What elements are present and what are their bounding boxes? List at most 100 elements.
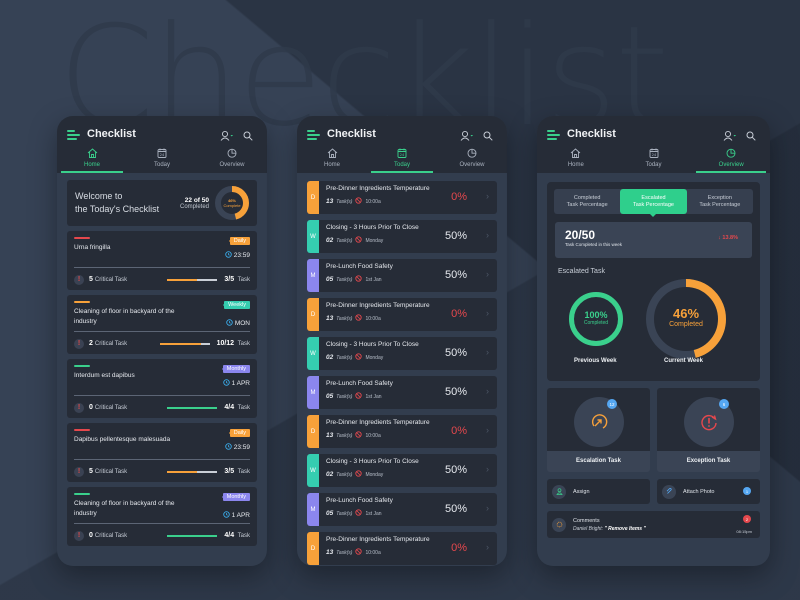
menu-icon[interactable]	[67, 129, 80, 140]
priority-accent	[74, 365, 90, 367]
chevron-right-icon[interactable]: ›	[486, 230, 489, 240]
tab-home[interactable]: Home	[297, 148, 367, 173]
task-list-item[interactable]: D Pre-Dinner Ingredients Temperature 13 T…	[307, 415, 497, 448]
assign-button[interactable]: Assign	[547, 479, 650, 504]
checklist-card[interactable]: Cleaning of floor in backyard of the ind…	[67, 295, 257, 354]
tab-bar: Home 24 Today Overview	[57, 148, 267, 173]
task-percent: 50%	[444, 386, 467, 398]
due-time: 1 APR	[222, 379, 250, 388]
task-count: 05	[326, 393, 334, 400]
tab-today[interactable]: 24 Today	[127, 148, 197, 173]
svg-text:24: 24	[651, 153, 656, 157]
task-list-item[interactable]: D Pre-Dinner Ingredients Temperature 13 T…	[307, 298, 497, 331]
schedule-time: Monday	[365, 471, 384, 478]
frequency-badge: Weekly	[223, 301, 250, 309]
chevron-right-icon[interactable]: ›	[486, 269, 489, 279]
checklist-card[interactable]: Cleaning of floor in backyard of the ind…	[67, 487, 257, 546]
arrow-down-icon: ↓	[718, 235, 721, 241]
user-switch-icon[interactable]	[723, 128, 737, 146]
svg-text:24: 24	[160, 153, 165, 157]
task-count: 10/12 Task	[216, 340, 250, 347]
weekly-stat: 20/50 Task Completed in this week ↓ 13.8…	[555, 222, 752, 258]
chevron-right-icon[interactable]: ›	[486, 191, 489, 201]
task-list-item[interactable]: M Pre-Lunch Food Safety 05 Task(s) 1st Ja…	[307, 259, 497, 292]
exception-task-tile[interactable]: 6 Exception Task	[657, 388, 760, 472]
completed-count: 22 of 50	[184, 196, 209, 204]
checklist-card[interactable]: Urna fringilla Daily 23:59 ! 5 Critical …	[67, 231, 257, 290]
tab-label: Today	[645, 162, 662, 168]
home-icon	[327, 148, 338, 162]
frequency-tag: W	[307, 220, 319, 253]
comment-icon	[552, 517, 566, 532]
previous-week-ring: 100% Completed	[569, 292, 623, 346]
task-list-item[interactable]: D Pre-Dinner Ingredients Temperature 13 T…	[307, 181, 497, 214]
chevron-right-icon[interactable]: ›	[486, 542, 489, 552]
task-list-item[interactable]: W Closing - 3 Hours Prior To Close 02 Tas…	[307, 337, 497, 370]
tab-label: Overview	[459, 162, 485, 168]
chevron-right-icon[interactable]: ›	[486, 386, 489, 396]
tab-overview[interactable]: Overview	[692, 148, 770, 173]
pie-chart-icon	[227, 148, 237, 162]
chevron-right-icon[interactable]: ›	[486, 308, 489, 318]
card-title: Dapibus pellentesque malesuada	[74, 436, 171, 443]
priority-accent	[74, 237, 90, 239]
critical-count: 0	[89, 532, 93, 539]
task-list-item[interactable]: W Closing - 3 Hours Prior To Close 02 Tas…	[307, 220, 497, 253]
tab-label: Overview	[718, 162, 744, 168]
task-count: 02	[326, 471, 334, 478]
schedule-icon	[355, 197, 363, 206]
task-list-item[interactable]: D Pre-Dinner Ingredients Temperature 13 T…	[307, 532, 497, 565]
task-percent: 50%	[444, 230, 467, 242]
chevron-right-icon[interactable]: ›	[486, 503, 489, 513]
task-count: 02	[326, 237, 334, 244]
app-header: Checklist Home 24 Today Overview	[57, 116, 267, 173]
segment-completed[interactable]: Completed Task Percentage	[566, 194, 608, 208]
comments-row[interactable]: Comments Daniel Bright: " Remove Items "…	[547, 511, 760, 538]
divider	[74, 267, 250, 268]
task-list-item[interactable]: M Pre-Lunch Food Safety 05 Task(s) 1st Ja…	[307, 493, 497, 526]
schedule-time: 10:00a	[365, 549, 381, 556]
tab-overview[interactable]: Overview	[437, 148, 507, 173]
count-badge: 6	[719, 399, 729, 409]
segment-escalated[interactable]: Escalated Task Percentage	[620, 189, 687, 217]
task-percent: 50%	[444, 503, 467, 515]
search-icon[interactable]	[243, 128, 253, 146]
divider	[74, 331, 250, 332]
count-badge: 1	[743, 487, 751, 495]
task-name: Pre-Lunch Food Safety	[326, 263, 393, 270]
task-count: 13	[326, 198, 334, 205]
segmented-control: Completed Task Percentage Escalated Task Pe…	[554, 189, 753, 217]
progress-bar	[167, 278, 218, 281]
escalation-task-tile[interactable]: 12 Escalation Task	[547, 388, 650, 472]
tab-home[interactable]: Home	[537, 148, 615, 173]
attach-photo-button[interactable]: Attach Photo 1	[657, 479, 760, 504]
chevron-right-icon[interactable]: ›	[486, 425, 489, 435]
user-switch-icon[interactable]	[460, 128, 474, 146]
menu-icon[interactable]	[307, 129, 320, 140]
priority-accent	[74, 493, 90, 495]
alert-icon: !	[74, 338, 84, 349]
clock-icon	[226, 319, 233, 328]
tab-today[interactable]: 24 Today	[615, 148, 693, 173]
paperclip-icon	[662, 484, 676, 499]
schedule-time: 1st Jan	[365, 393, 382, 400]
tab-home[interactable]: Home	[57, 148, 127, 173]
chevron-right-icon[interactable]: ›	[486, 464, 489, 474]
menu-icon[interactable]	[547, 129, 560, 140]
checklist-card[interactable]: Interdum est dapibus Monthly 1 APR ! 0 C…	[67, 359, 257, 418]
calendar-icon: 24	[157, 148, 167, 162]
tab-overview[interactable]: Overview	[197, 148, 267, 173]
checklist-card[interactable]: Dapibus pellentesque malesuada Daily 23:…	[67, 423, 257, 482]
user-switch-icon[interactable]	[220, 128, 234, 146]
search-icon[interactable]	[746, 128, 756, 146]
card-title: Cleaning of floor in backyard of the ind…	[74, 308, 175, 325]
task-list-item[interactable]: W Closing - 3 Hours Prior To Close 02 Tas…	[307, 454, 497, 487]
alert-icon: !	[74, 402, 84, 413]
segment-exception[interactable]: Exception Task Percentage	[699, 194, 741, 208]
chevron-right-icon[interactable]: ›	[486, 347, 489, 357]
tab-today[interactable]: 24 Today	[367, 148, 437, 173]
task-list-item[interactable]: M Pre-Lunch Food Safety 05 Task(s) 1st Ja…	[307, 376, 497, 409]
count-badge: 2	[743, 515, 751, 523]
search-icon[interactable]	[483, 128, 493, 146]
task-count: 05	[326, 510, 334, 517]
